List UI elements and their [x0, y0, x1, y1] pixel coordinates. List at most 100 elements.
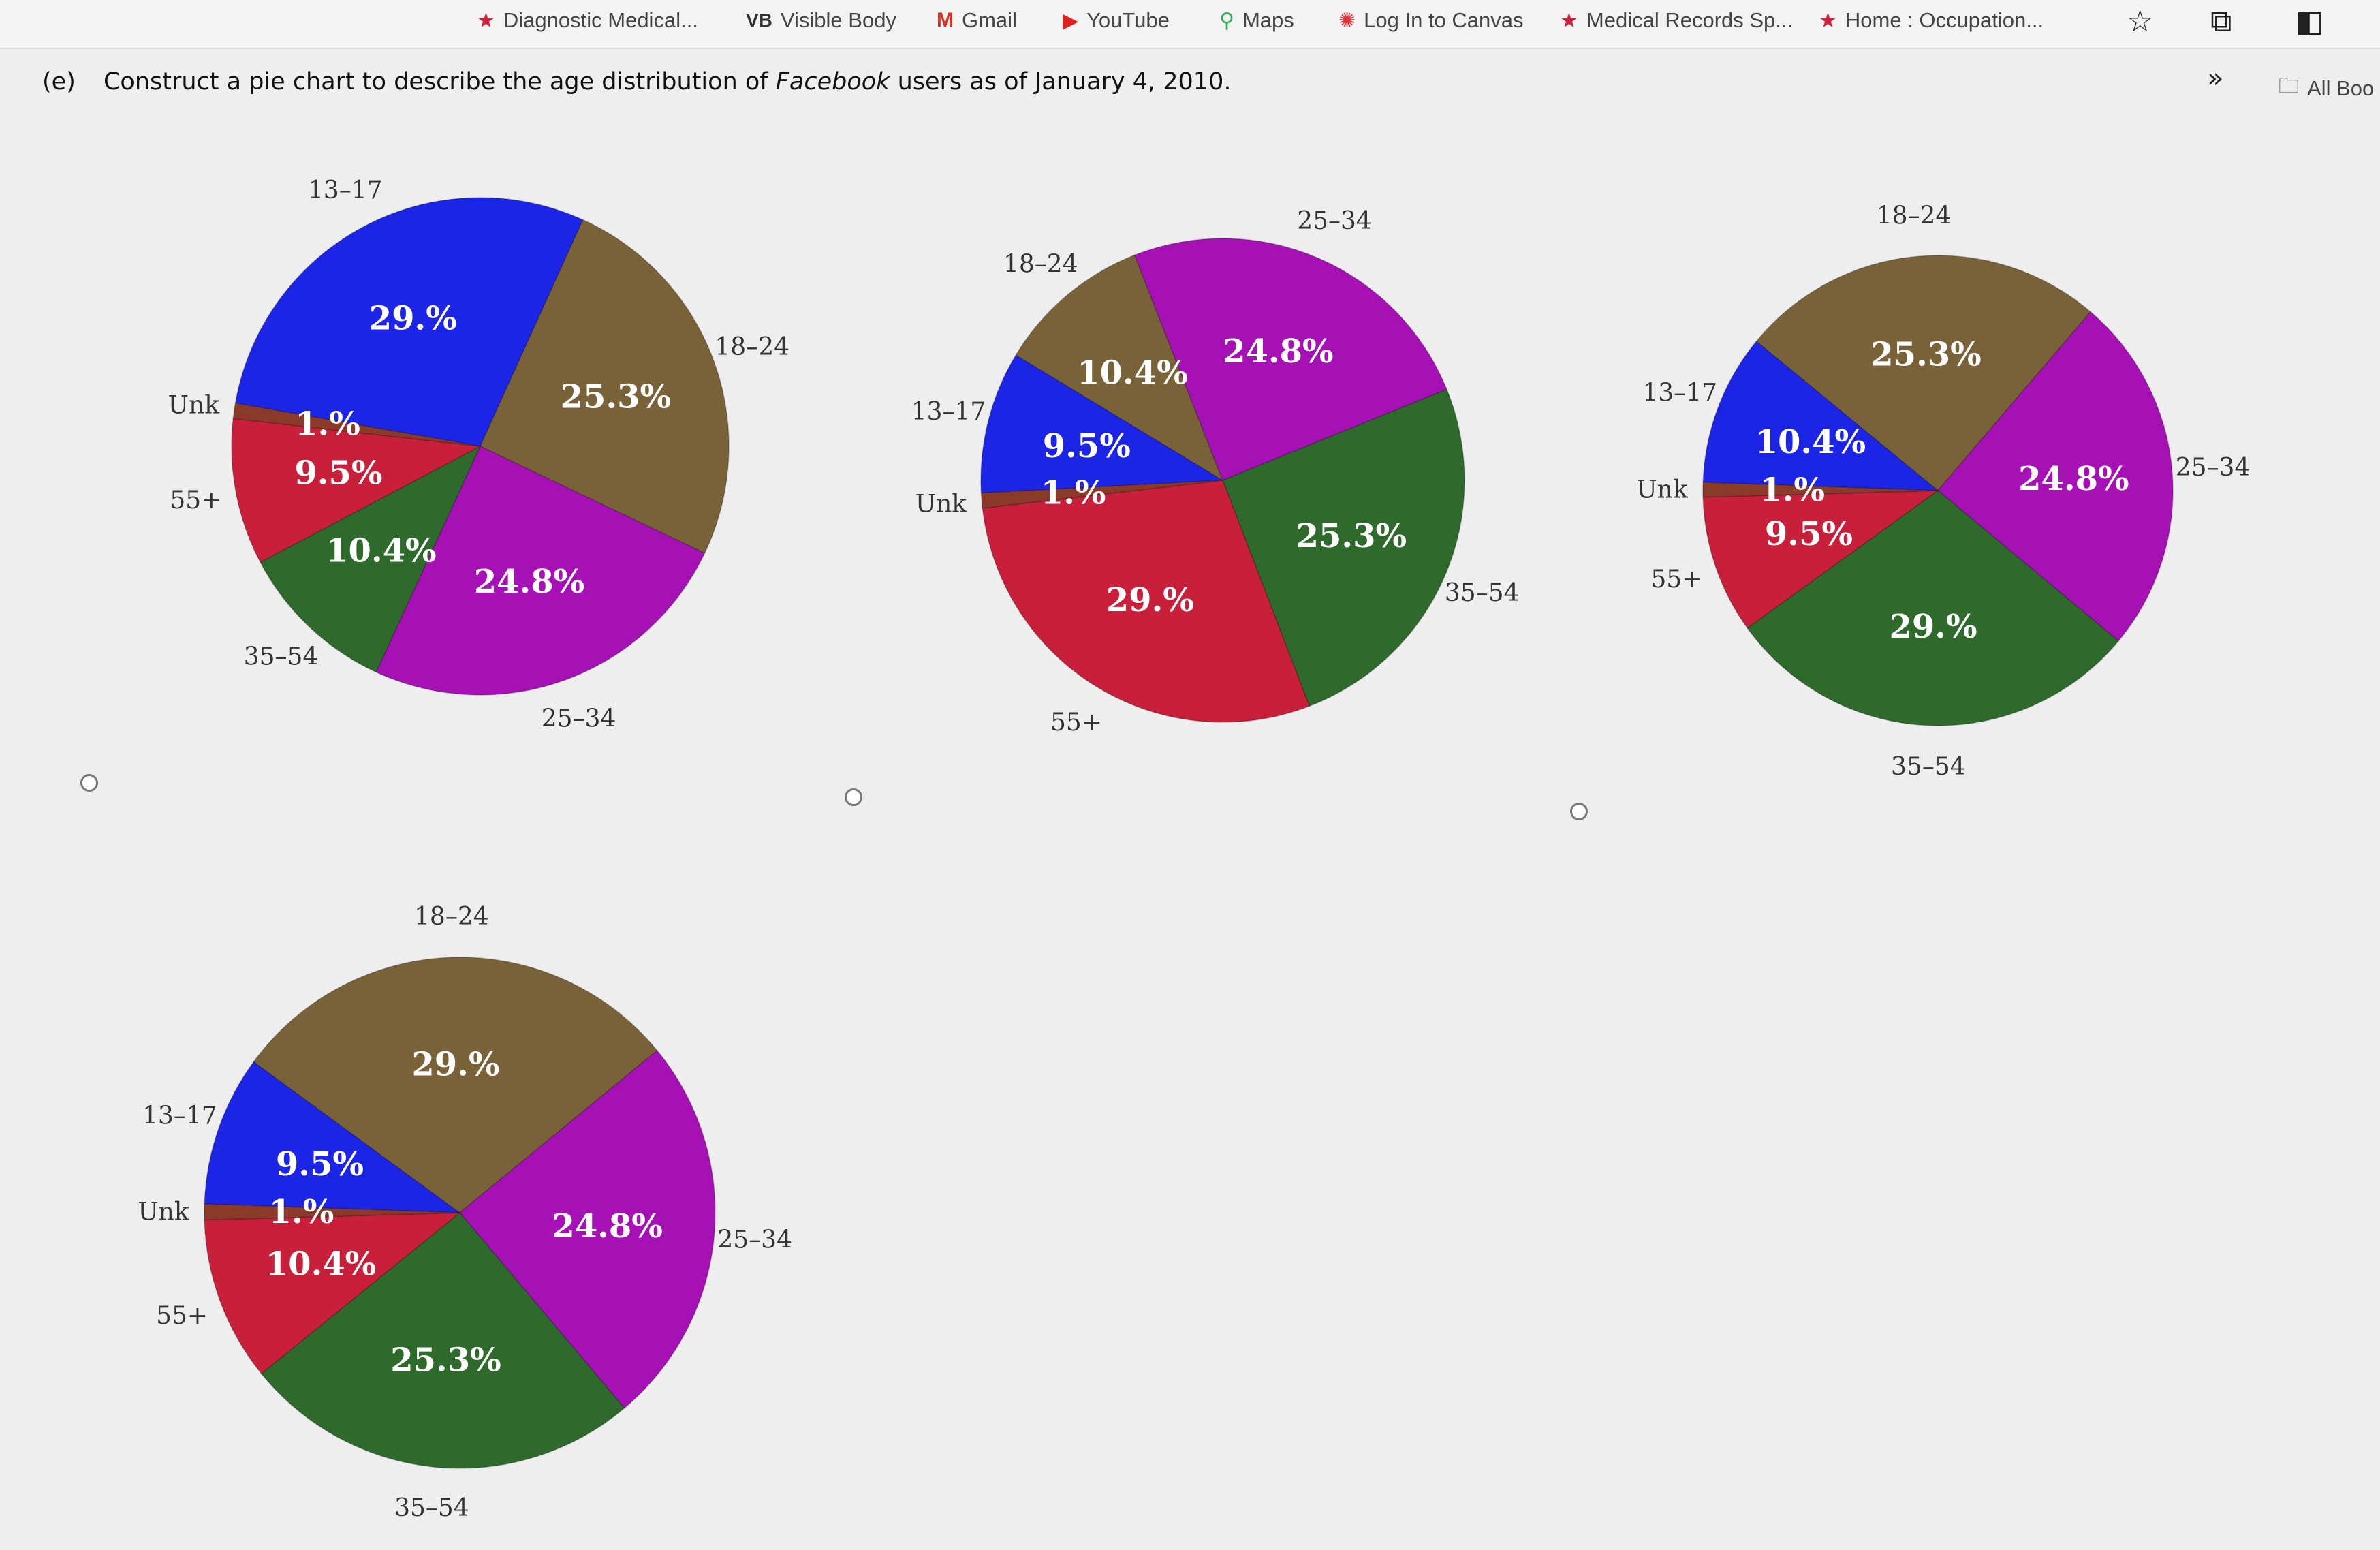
- pie-slice-25-34: [458, 1049, 716, 1409]
- extensions-icon[interactable]: ⧉: [2210, 4, 2232, 39]
- slice-category-label: 13–17: [142, 1102, 217, 1130]
- slice-percent-label: 10.4%: [1077, 354, 1188, 392]
- pie-chart-option-d: 9.5% 13–17 29.% 18–24 24.8% 25–34 25.3% 35–54 10…: [138, 903, 792, 1522]
- slice-category-label: 25–34: [2176, 454, 2251, 482]
- slice-category-label: 25–34: [1297, 207, 1372, 235]
- slice-category-label: 35–54: [1445, 579, 1520, 607]
- slice-percent-label: 24.8%: [2018, 460, 2129, 498]
- folder-icon: 🗀: [2279, 75, 2299, 97]
- bookmark-gmail[interactable]: M Gmail: [937, 8, 1017, 33]
- pie-slice-18-24: [253, 957, 658, 1213]
- pie-slice-unk: [232, 402, 481, 447]
- slice-percent-label: 25.3%: [561, 377, 672, 416]
- radio-option-b[interactable]: [845, 788, 862, 806]
- bookmark-star-icon[interactable]: ☆: [2127, 4, 2154, 39]
- bookmark-canvas[interactable]: ✺ Log In to Canvas: [1338, 8, 1524, 33]
- pie-slice-13-17: [980, 354, 1225, 494]
- question-text-before: Construct a pie chart to describe the ag…: [103, 68, 768, 95]
- slice-percent-label: 9.5%: [1765, 515, 1853, 553]
- bookmark-label: All Boo: [2307, 76, 2375, 100]
- bookmark-youtube[interactable]: ▶ YouTube: [1063, 8, 1170, 33]
- pie-slice-55plus: [204, 1212, 462, 1375]
- pie-slice-55plus: [1702, 490, 1940, 629]
- slice-category-label: Unk: [168, 391, 221, 419]
- radio-option-a[interactable]: [80, 774, 98, 792]
- bookmark-medical-records[interactable]: ★ Medical Records Sp...: [1560, 8, 1793, 33]
- slice-percent-label: 29.%: [1889, 608, 1977, 646]
- question-emphasis: Facebook: [775, 68, 890, 95]
- slice-category-label: 18–24: [715, 333, 789, 361]
- slice-category-label: 25–34: [717, 1226, 792, 1254]
- pie-slice-13-17: [204, 1061, 462, 1213]
- bookmark-label: Home : Occupation...: [1845, 8, 2044, 32]
- slice-category-label: 55+: [156, 1302, 208, 1330]
- slice-category-label: 13–17: [911, 398, 986, 426]
- canvas-icon: ✺: [1338, 9, 1356, 32]
- star-icon: ★: [1819, 9, 1837, 32]
- pie-slice-13-17: [234, 197, 584, 447]
- bookmark-label: Diagnostic Medical...: [503, 8, 698, 32]
- slice-category-label: 55+: [1050, 709, 1102, 737]
- slice-category-label: 18–24: [1877, 202, 1952, 230]
- pie-chart-option-a: 29.% 13–17 25.3% 18–24 24.8% 25–34 10.4% 35–54 9…: [168, 176, 789, 733]
- pie-slice-13-17: [1702, 340, 1940, 491]
- vb-icon: VB: [746, 10, 772, 31]
- slice-category-label: 55+: [170, 486, 221, 514]
- slice-percent-label: 24.8%: [1223, 332, 1334, 371]
- gmail-icon: M: [937, 9, 954, 31]
- pie-slice-18-24: [480, 219, 730, 555]
- pie-chart-option-c: 10.4% 13–17 25.3% 18–24 24.8% 25–34 29.% 35–54 9…: [1636, 202, 2251, 781]
- question-part: (e): [42, 68, 76, 95]
- slice-percent-label: 24.8%: [474, 563, 585, 601]
- bookmark-label: Medical Records Sp...: [1586, 8, 1794, 32]
- bookmark-label: Log In to Canvas: [1364, 8, 1524, 32]
- bookmark-all-bookmarks[interactable]: 🗀 All Boo: [2279, 71, 2374, 106]
- pie-slice-35-54: [1222, 388, 1465, 707]
- slice-category-label: 13–17: [308, 176, 383, 204]
- overflow-chevron-icon[interactable]: »: [2207, 63, 2224, 94]
- slice-percent-label: 1.%: [1759, 471, 1825, 509]
- star-icon: ★: [477, 9, 495, 32]
- pie-slice-35-54: [260, 1211, 625, 1469]
- slice-category-label: 55+: [1650, 565, 1702, 593]
- sidepanel-icon[interactable]: ◧: [2296, 4, 2324, 39]
- slice-category-label: Unk: [915, 491, 968, 518]
- pie-slice-25-34: [375, 445, 706, 696]
- slice-category-label: 35–54: [394, 1494, 469, 1522]
- slice-percent-label: 29.%: [369, 300, 457, 338]
- bookmarks-bar: ★ Diagnostic Medical... VB Visible Body …: [0, 0, 2380, 100]
- slice-category-label: 35–54: [244, 642, 319, 670]
- pie-slice-25-34: [1133, 238, 1447, 481]
- bookmark-label: Gmail: [962, 8, 1017, 32]
- bookmark-maps[interactable]: ⚲ Maps: [1219, 8, 1294, 33]
- slice-percent-label: 29.%: [411, 1046, 499, 1084]
- bookmark-diagnostic-medical[interactable]: ★ Diagnostic Medical...: [477, 8, 698, 33]
- pie-slice-unk: [980, 480, 1223, 509]
- radio-option-c[interactable]: [1570, 803, 1588, 820]
- question-text-after: users as of January 4, 2010.: [897, 68, 1232, 95]
- slice-category-label: 13–17: [1642, 379, 1717, 407]
- question-text: (e) Construct a pie chart to describe th…: [42, 68, 1231, 95]
- slice-percent-label: 25.3%: [390, 1342, 501, 1380]
- pie-slice-35-54: [1747, 490, 2120, 726]
- slice-percent-label: 25.3%: [1870, 336, 1982, 374]
- slice-percent-label: 10.4%: [1755, 423, 1866, 461]
- slice-category-label: 25–34: [542, 705, 616, 733]
- bookmark-label: YouTube: [1086, 8, 1170, 32]
- bookmark-visible-body[interactable]: VB Visible Body: [746, 8, 896, 33]
- slice-percent-label: 1.%: [269, 1193, 334, 1231]
- pie-slice-unk: [1702, 482, 1939, 498]
- slice-category-label: 18–24: [414, 903, 489, 931]
- slice-percent-label: 10.4%: [266, 1245, 377, 1284]
- slice-percent-label: 9.5%: [294, 454, 382, 492]
- slice-category-label: 18–24: [1003, 250, 1078, 278]
- slice-percent-label: 9.5%: [276, 1145, 364, 1183]
- slice-percent-label: 1.%: [1041, 474, 1106, 512]
- pie-slice-18-24: [1015, 254, 1224, 482]
- slice-percent-label: 29.%: [1106, 581, 1194, 619]
- slice-percent-label: 9.5%: [1043, 427, 1131, 465]
- pie-slice-55plus: [231, 418, 482, 563]
- bookmark-home-occupation[interactable]: ★ Home : Occupation...: [1819, 8, 2044, 33]
- pie-slice-unk: [204, 1203, 460, 1221]
- maps-icon: ⚲: [1219, 9, 1234, 32]
